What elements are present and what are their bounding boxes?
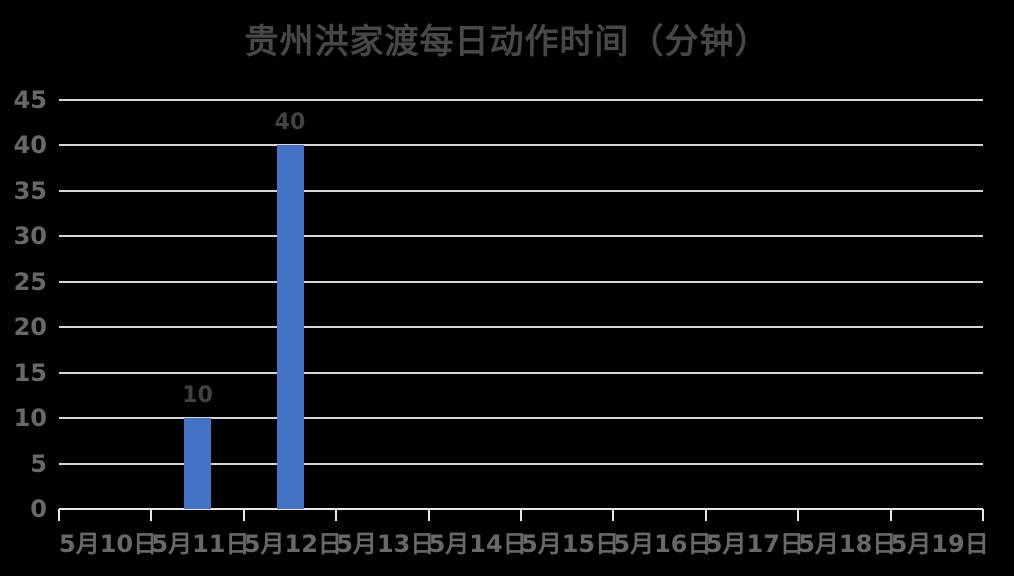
- x-tick-label: 5月11日: [151, 530, 250, 558]
- bar-data-label: 10: [182, 383, 213, 409]
- y-tick-label: 45: [13, 86, 47, 114]
- axis-tick: [612, 509, 615, 521]
- axis-tick: [889, 509, 892, 521]
- x-tick-label: 5月16日: [613, 530, 712, 558]
- axis-tick: [335, 509, 338, 521]
- axis-tick: [520, 509, 522, 521]
- x-tick-label: 5月14日: [428, 530, 527, 558]
- y-tick-label: 0: [30, 495, 47, 523]
- gridline: [59, 326, 983, 329]
- gridline: [59, 371, 983, 374]
- y-tick-label: 20: [13, 313, 47, 342]
- gridline: [59, 189, 983, 192]
- gridline: [59, 144, 983, 147]
- axis-tick: [58, 509, 60, 521]
- gridline: [59, 462, 983, 465]
- x-tick-label: 5月13日: [336, 530, 435, 558]
- x-tick-label: 5月15日: [521, 530, 620, 558]
- x-tick-label: 5月18日: [798, 530, 897, 558]
- x-tick-label: 5月19日: [890, 530, 989, 558]
- bar: [184, 418, 212, 509]
- y-tick-label: 40: [13, 131, 47, 160]
- y-tick-label: 5: [30, 449, 47, 478]
- axis-tick: [150, 509, 153, 521]
- bar: [276, 145, 304, 509]
- gridline: [59, 99, 983, 101]
- y-tick-label: 30: [13, 222, 47, 251]
- plot-area: 10 40: [59, 99, 983, 510]
- y-tick-label: 10: [13, 404, 47, 433]
- y-tick-label: 25: [13, 267, 47, 296]
- chart-title: 贵州洪家渡每日动作时间（分钟）: [244, 22, 770, 62]
- gridline: [59, 280, 983, 283]
- axis-tick: [704, 509, 707, 521]
- axis-tick: [982, 509, 984, 521]
- axis-tick: [242, 509, 245, 521]
- y-tick-label: 35: [13, 176, 47, 205]
- axis-tick: [427, 509, 430, 521]
- x-tick-label: 5月10日: [59, 530, 158, 558]
- y-tick-label: 15: [13, 358, 47, 387]
- gridline: [59, 417, 983, 420]
- bar-data-label: 40: [274, 110, 306, 136]
- x-tick-label: 5月12日: [243, 530, 342, 558]
- axis-tick: [797, 509, 800, 521]
- x-tick-label: 5月17日: [705, 530, 804, 558]
- gridline: [59, 235, 983, 238]
